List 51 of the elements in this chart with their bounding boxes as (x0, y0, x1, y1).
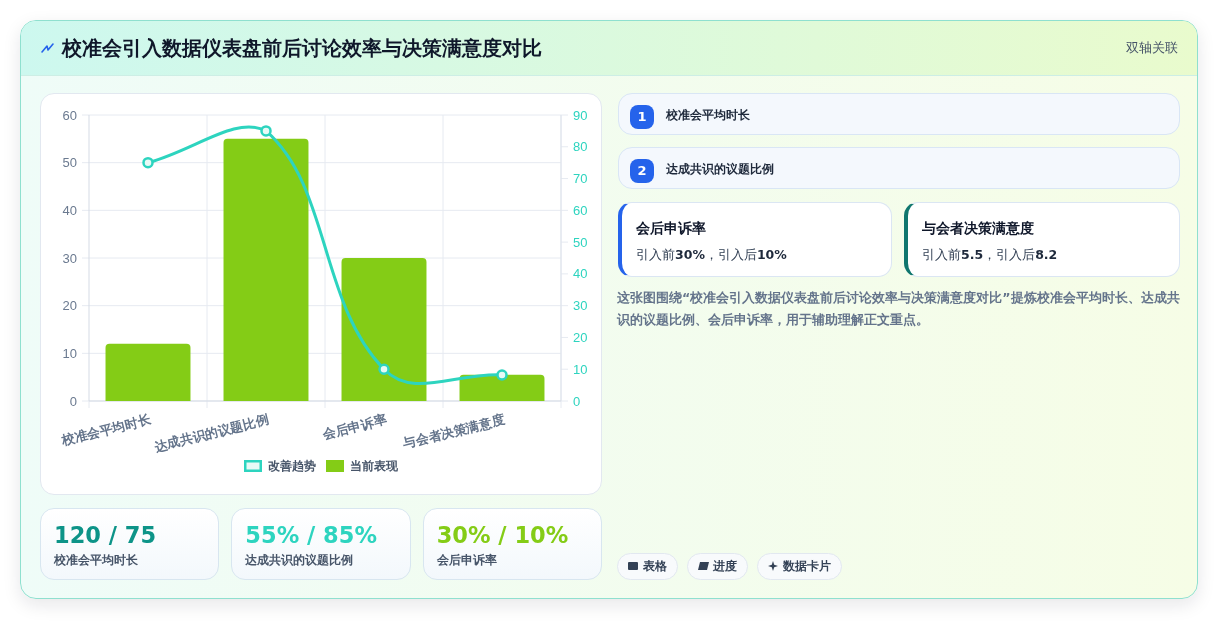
text: 引入前30%，引入后10% (636, 246, 787, 264)
text: 2 (630, 159, 654, 183)
y2-tick-label: 90 (573, 107, 588, 123)
y2-tick-label: 10 (573, 361, 588, 377)
y2-tick-label: 60 (573, 202, 588, 218)
x-tick-label: 达成共识的议题比例 (151, 411, 271, 455)
text: 与会者决策满意度 (922, 219, 1034, 238)
y-tick-label: 30 (62, 250, 77, 266)
y-tick-label: 60 (62, 107, 77, 123)
y2-tick-label: 20 (573, 329, 588, 345)
text: 进度 (713, 559, 737, 573)
text: 30% / 10% (436, 521, 569, 549)
y-tick-label: 20 (62, 298, 77, 314)
point (496, 369, 508, 381)
bar (105, 343, 191, 401)
bar (459, 374, 545, 401)
text: 这张图围绕“校准会引入数据仪表盘前后讨论效率与决策满意度对比”提炼校准会平均时长、达成共识的议题比例、会后申诉率，用于辅助理解正文重点。 (617, 289, 1181, 329)
text: 校准会平均时长 (54, 552, 138, 568)
text: 120 / 75 (54, 521, 157, 549)
x-tick-label: 与会者决策满意度 (400, 411, 507, 452)
bar (341, 258, 427, 401)
text: 表格 (643, 559, 667, 573)
point (142, 156, 154, 169)
text: 会后申诉率 (436, 552, 497, 568)
legend-label: 改善趋势 (268, 459, 316, 474)
text: 55% / 85% (245, 521, 377, 549)
y-tick-label: 40 (62, 202, 77, 218)
text: 校准会平均时长 (666, 107, 750, 124)
text: 会后申诉率 (636, 219, 706, 238)
x-tick-label: 校准会平均时长 (59, 411, 154, 449)
legend-label: 当前表现 (350, 459, 399, 474)
text: 双轴关联 (1126, 39, 1178, 57)
y2-tick-label: 50 (573, 234, 588, 250)
y-tick-label: 50 (62, 155, 77, 171)
point (378, 363, 390, 375)
text: 引入前5.5，引入后8.2 (922, 246, 1058, 264)
text: 数据卡片 (783, 559, 831, 573)
chart-title: 校准会引入数据仪表盘前后讨论效率与决策满意度对比 (62, 35, 542, 61)
y2-tick-label: 30 (573, 298, 588, 314)
x-tick-label: 会后申诉率 (320, 411, 389, 443)
text: 1 (630, 105, 654, 129)
y-tick-label: 0 (69, 393, 77, 409)
y2-tick-label: 40 (573, 266, 588, 282)
y2-tick-label: 70 (573, 171, 588, 187)
text: 达成共识的议题比例 (666, 161, 774, 178)
y2-tick-label: 0 (573, 393, 581, 409)
y-tick-label: 10 (62, 345, 77, 361)
point (260, 125, 272, 137)
bar (223, 138, 309, 401)
y2-tick-label: 80 (573, 139, 588, 155)
text: 达成共识的议题比例 (245, 552, 354, 568)
